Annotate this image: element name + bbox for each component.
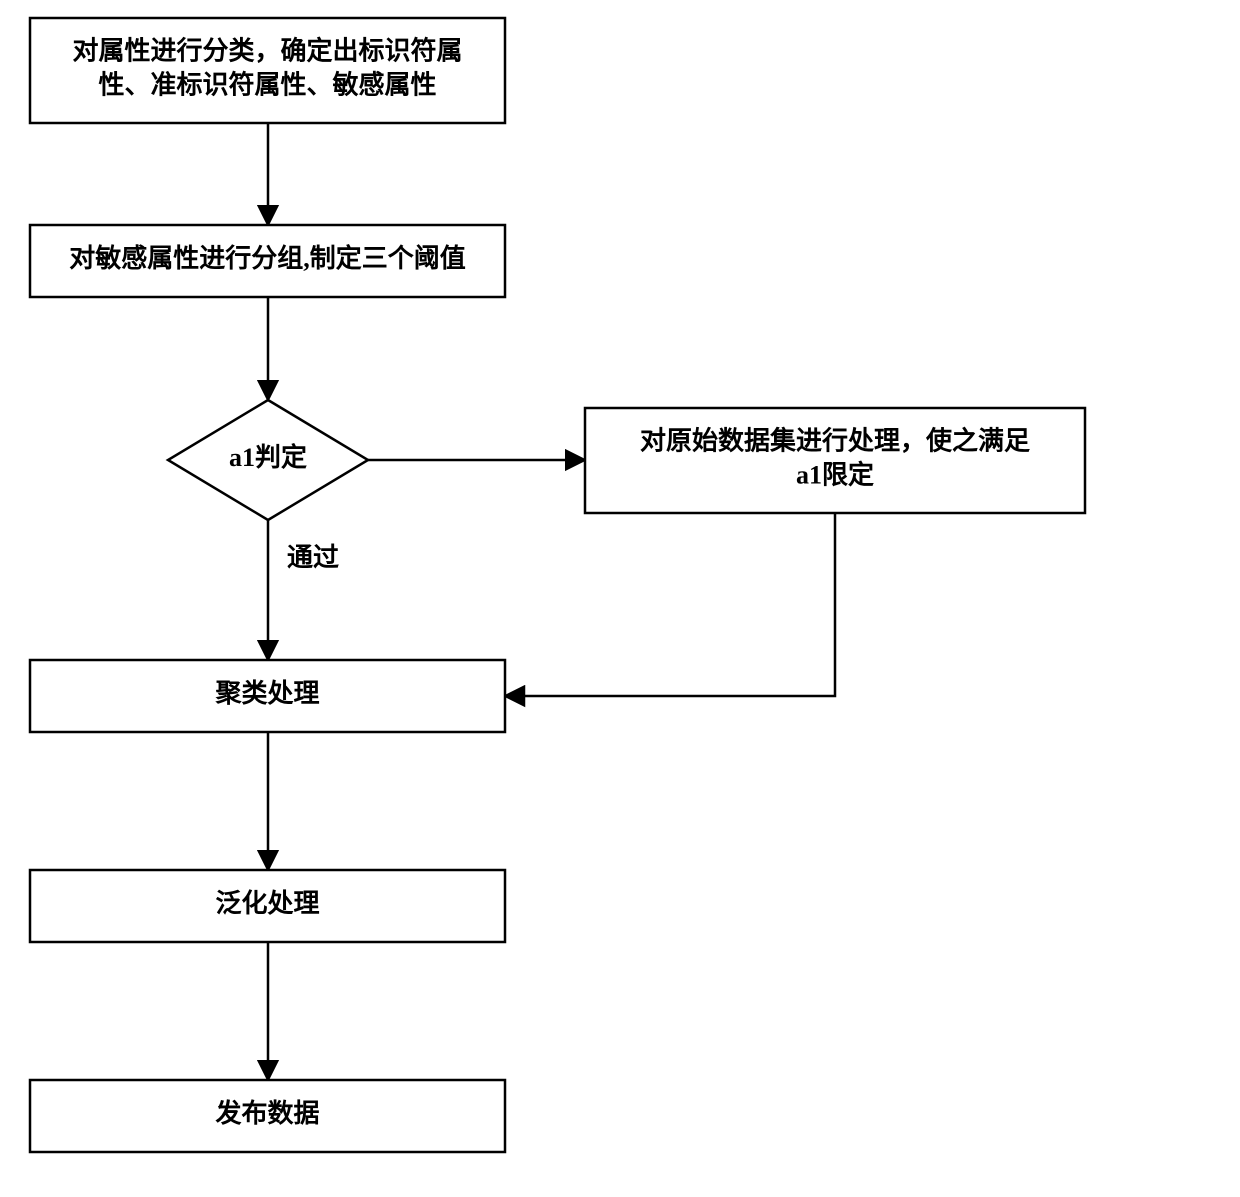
nodes-group: 对属性进行分类，确定出标识符属性、准标识符属性、敏感属性对敏感属性进行分组,制定… <box>30 18 1085 1152</box>
node-n4: 对原始数据集进行处理，使之满足 a1限定 <box>585 408 1085 513</box>
node-n7: 发布数据 <box>30 1080 505 1152</box>
node-text-n1-line1: 性、准标识符属性、敏感属性 <box>98 69 436 99</box>
node-text-n2-line0: 对敏感属性进行分组,制定三个阈值 <box>69 243 466 273</box>
node-text-n4-line0: 对原始数据集进行处理，使之满足 <box>640 425 1030 455</box>
node-n6: 泛化处理 <box>30 870 505 942</box>
node-text-n1-line0: 对属性进行分类，确定出标识符属 <box>72 35 462 65</box>
edge-e5 <box>505 513 835 696</box>
node-text-n7-line0: 发布数据 <box>214 1098 319 1128</box>
node-text-n4-line1: a1限定 <box>796 459 874 489</box>
node-n1: 对属性进行分类，确定出标识符属性、准标识符属性、敏感属性 <box>30 18 505 123</box>
node-n3: a1判定 <box>168 400 368 520</box>
node-n2: 对敏感属性进行分组,制定三个阈值 <box>30 225 505 297</box>
node-text-n5-line0: 聚类处理 <box>214 679 319 708</box>
node-n5: 聚类处理 <box>30 660 505 732</box>
edge-label-e4: 通过 <box>287 543 339 572</box>
node-text-n6-line0: 泛化处理 <box>215 889 319 918</box>
node-text-n3-line0: a1判定 <box>229 442 307 472</box>
flowchart-canvas: 通过对属性进行分类，确定出标识符属性、准标识符属性、敏感属性对敏感属性进行分组,… <box>0 0 1240 1197</box>
